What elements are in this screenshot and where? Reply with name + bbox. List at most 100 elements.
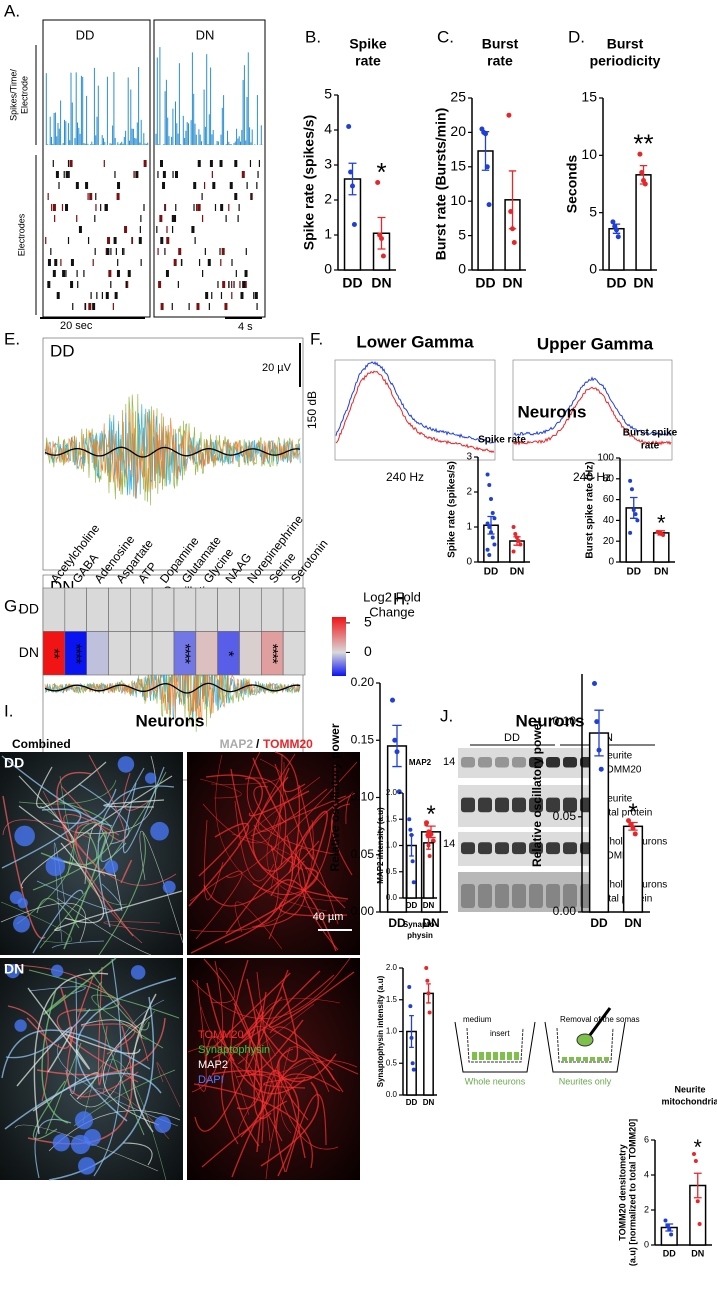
neurite — [32, 889, 84, 954]
bar — [635, 174, 652, 271]
neurite — [1, 755, 113, 827]
schematic-label: Neurites only — [559, 1076, 612, 1086]
y-tick-label: 0.0 — [386, 1090, 398, 1099]
y-tick-label: 5 — [458, 226, 466, 242]
raster-tick — [51, 204, 53, 211]
blot-label: Neurite — [600, 751, 633, 762]
raster-tick — [172, 171, 174, 178]
neurite — [295, 810, 328, 888]
neurite — [41, 988, 69, 1124]
raster-tick — [140, 215, 142, 222]
raster-tick — [211, 292, 213, 299]
data-point — [427, 854, 432, 858]
blot-band — [461, 884, 475, 908]
nucleus — [117, 756, 135, 773]
heatmap-cell — [195, 587, 218, 632]
data-point — [407, 985, 412, 990]
raster-tick — [104, 204, 108, 211]
raster-tick — [254, 292, 258, 299]
neurite — [285, 1094, 327, 1173]
y-tick-label: 0 — [644, 1239, 649, 1249]
neurite — [1, 808, 82, 869]
blot-band — [478, 797, 492, 813]
raster-tick — [107, 237, 111, 244]
data-point — [424, 822, 429, 827]
significance: **** — [264, 644, 281, 665]
x-tick-label: DD — [484, 567, 498, 578]
raster-tick — [239, 281, 241, 288]
neurite — [51, 940, 105, 949]
neurite — [80, 1023, 136, 1055]
raster-tick — [123, 248, 125, 255]
significance: ** — [633, 129, 653, 159]
neurite — [345, 791, 354, 825]
plot-frame — [512, 359, 673, 461]
data-point — [492, 542, 497, 547]
raster-tick — [198, 259, 201, 266]
raster-tick — [160, 303, 164, 310]
neurite — [60, 754, 126, 842]
raster-tick — [96, 292, 98, 299]
raster-tick — [67, 160, 70, 167]
bar — [622, 825, 644, 913]
panel-frame — [42, 337, 304, 571]
data-point — [390, 697, 396, 703]
raster-tick — [105, 292, 109, 299]
raster-tick — [52, 270, 56, 277]
y-axis-label: Burst spike rate (Hz) — [585, 461, 596, 558]
neurite — [26, 987, 72, 1049]
neurite — [4, 1072, 162, 1130]
image-title: TOMM20 — [263, 737, 313, 751]
heatmap-cell — [282, 587, 306, 632]
raster-tick — [116, 193, 120, 200]
marker-label: 14 — [443, 838, 455, 850]
y-tick-label: 60 — [603, 494, 615, 505]
raster-tick — [205, 292, 209, 299]
raster-tick — [196, 204, 198, 211]
data-point — [490, 511, 495, 515]
neurite — [206, 982, 306, 1095]
raster-tick — [203, 182, 206, 189]
data-point — [346, 124, 352, 129]
neurite — [59, 775, 128, 905]
raster-tick — [113, 237, 117, 244]
panel-letter: G. — [4, 596, 22, 615]
raster-tick — [237, 215, 239, 222]
panel-letter: A. — [4, 1, 20, 20]
raster-tick — [117, 259, 119, 266]
neurite — [265, 1046, 330, 1105]
neurite — [56, 771, 93, 849]
y-tick-label: 5 — [589, 203, 597, 219]
data-point — [424, 966, 429, 970]
neurite — [98, 832, 146, 956]
nucleus — [45, 856, 66, 877]
neurite — [67, 822, 105, 875]
raster-tick — [92, 303, 96, 310]
data-point — [629, 487, 634, 492]
neurite — [261, 982, 299, 1062]
neurite — [191, 957, 351, 1019]
raster-tick — [178, 248, 182, 255]
neurite — [256, 971, 339, 1150]
blot-band — [461, 757, 475, 768]
raster-tick — [159, 215, 163, 222]
neurite — [253, 991, 272, 1120]
raster-tick — [76, 270, 78, 277]
y-tick-label: 2 — [324, 191, 332, 207]
neurite — [36, 761, 107, 809]
data-point — [661, 532, 666, 537]
blot-band — [495, 884, 509, 908]
neurite — [217, 1036, 250, 1116]
raster-tick — [135, 171, 139, 178]
neurite — [255, 853, 306, 928]
y-tick-label: 10 — [581, 146, 597, 162]
neurite — [123, 772, 150, 811]
neurite — [200, 1006, 308, 1075]
x-tick-label: DN — [502, 275, 522, 291]
blot — [458, 872, 596, 912]
raster-tick — [63, 171, 65, 178]
y-axis-label: Relative oscillatory power — [328, 723, 342, 871]
colorbar-label: Change — [369, 604, 415, 619]
marker-label: 14 — [443, 756, 455, 768]
x-tick-label: DD — [663, 1248, 676, 1258]
